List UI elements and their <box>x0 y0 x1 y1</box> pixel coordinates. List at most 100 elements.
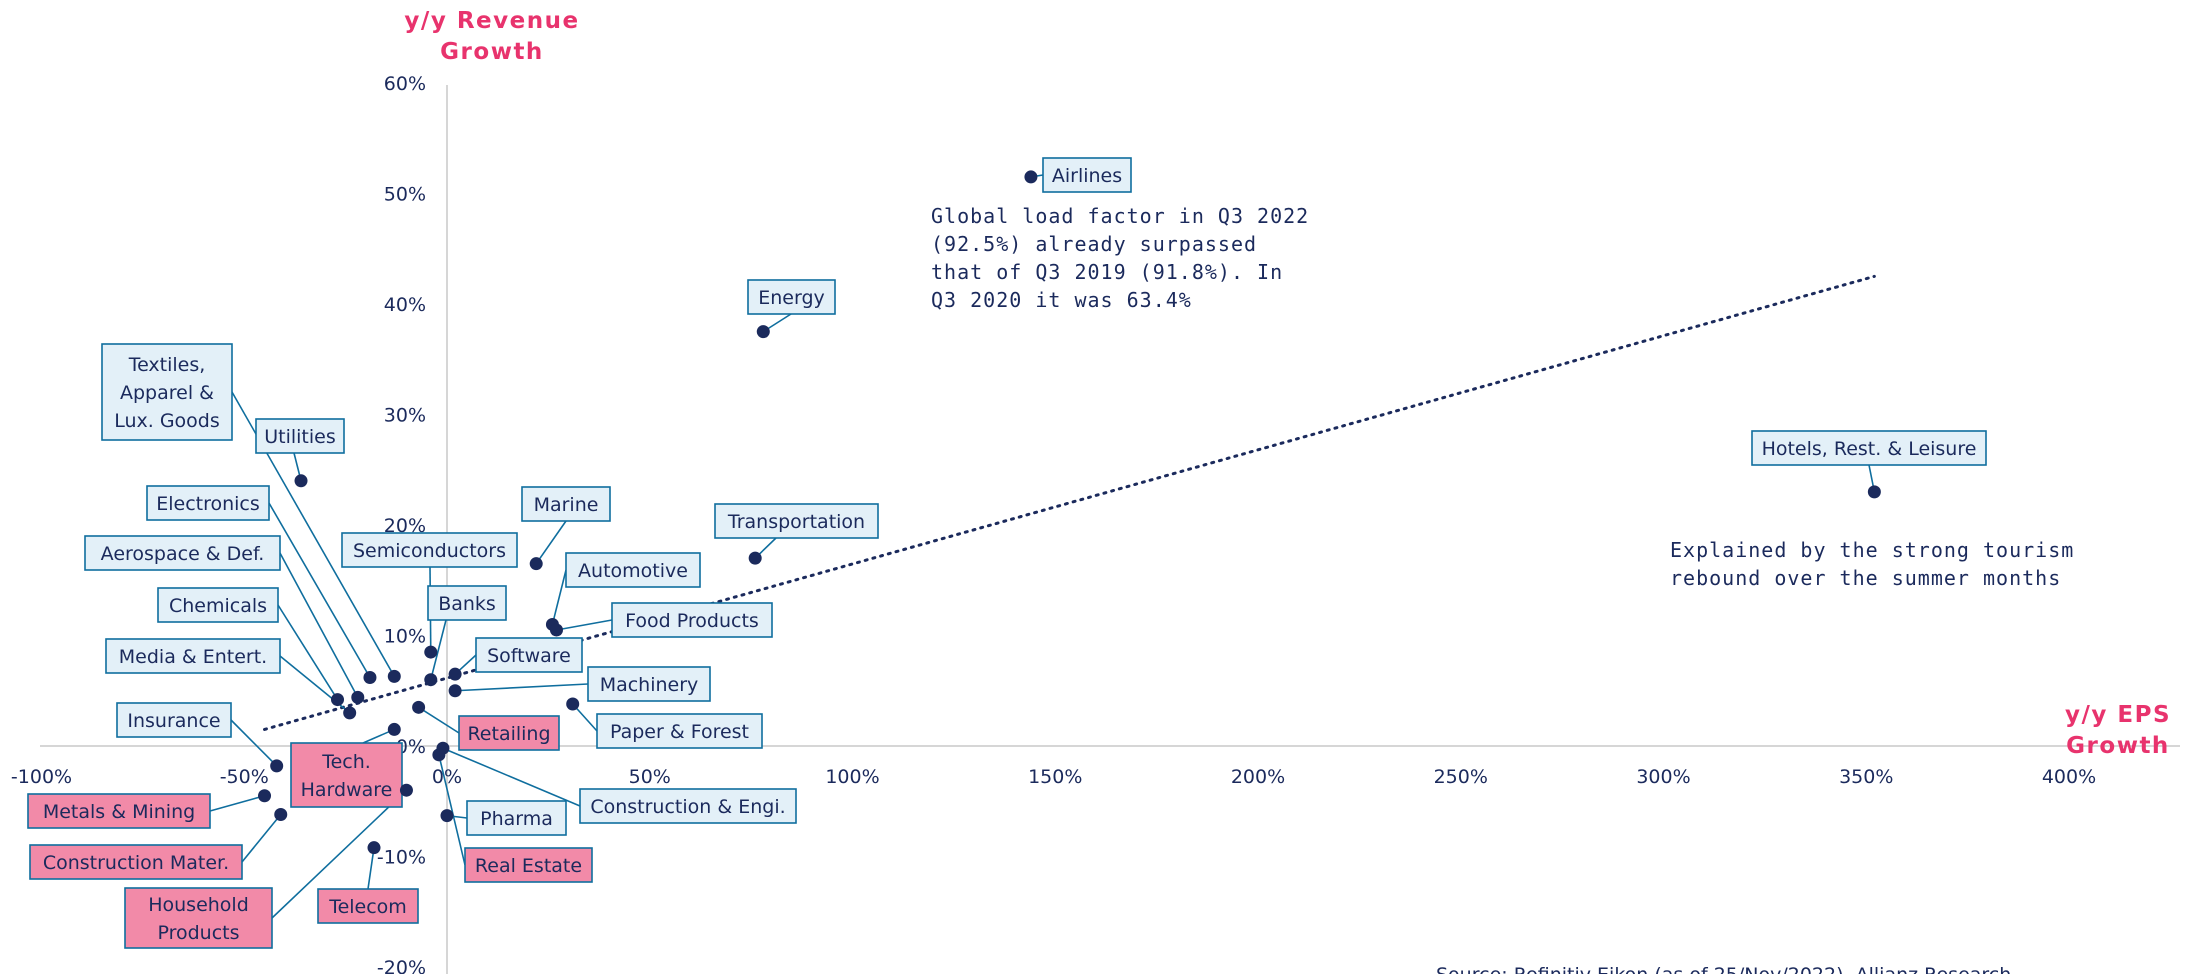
leader-line <box>277 604 339 701</box>
tick-labels: -100% -50% 0% 50% 100% 150% 200% 250% 300% 350% 40… <box>11 73 2096 974</box>
label-text: Telecom <box>328 896 407 918</box>
data-point-marker <box>387 669 401 683</box>
x-tick-label: 250% <box>1434 766 1488 788</box>
label-box <box>124 887 273 949</box>
y-axis-title-line2: Growth <box>440 39 544 65</box>
label-box <box>466 800 567 836</box>
label-text: Marine <box>534 494 599 516</box>
x-tick-label: 0% <box>432 766 462 788</box>
leader-line <box>367 847 375 890</box>
label-text: Electronics <box>156 493 260 515</box>
label-box <box>255 418 345 454</box>
point-labels: Airlines Energy Hotels, Rest. & Leisure Tex… <box>27 157 1987 949</box>
data-point-marker <box>448 684 462 698</box>
x-tick-label: -50% <box>220 766 269 788</box>
y-tick-label: 0% <box>396 736 426 758</box>
data-point-marker <box>270 759 284 773</box>
label-text: Chemicals <box>169 595 267 617</box>
data-point-marker <box>424 673 438 687</box>
leader-line <box>279 552 359 698</box>
label-text: Food Products <box>625 610 759 632</box>
annotations: Global load factor in Q3 2022 (92.5%) alr… <box>931 204 2074 590</box>
x-tick-label: 100% <box>825 766 879 788</box>
data-point-marker <box>549 623 563 637</box>
data-point-marker <box>294 474 308 488</box>
label-text: Construction & Engi. <box>590 796 785 818</box>
label-box <box>341 532 518 568</box>
leader-line <box>209 794 265 812</box>
label-text: Machinery <box>600 674 699 696</box>
label-text: Textiles, <box>128 354 206 376</box>
leader-line <box>268 502 371 678</box>
data-point-marker <box>258 789 272 803</box>
leader-line <box>241 814 282 863</box>
leader-line <box>535 520 567 565</box>
label-box <box>146 485 270 521</box>
y-tick-label: 10% <box>384 626 426 648</box>
annotation-line: rebound over the summer months <box>1670 566 2061 590</box>
label-text: Apparel & <box>120 382 214 404</box>
leader-line <box>551 569 567 625</box>
data-point-marker <box>424 645 438 659</box>
label-box <box>587 666 711 702</box>
data-point-marker <box>529 557 543 571</box>
data-point-marker <box>566 697 580 711</box>
data-point-marker <box>756 325 770 339</box>
label-text: Utilities <box>264 426 336 448</box>
x-axis-title-line2: Growth <box>2066 733 2170 759</box>
label-text: Insurance <box>127 710 220 732</box>
label-text: Lux. Goods <box>114 410 220 432</box>
data-point-marker <box>1024 170 1038 184</box>
label-box <box>427 585 507 621</box>
x-axis-title-line1: y/y EPS <box>2065 702 2171 728</box>
label-text: Household <box>148 894 249 916</box>
y-tick-label: 50% <box>384 184 426 206</box>
x-tick-label: 350% <box>1839 766 1893 788</box>
x-tick-label: 200% <box>1231 766 1285 788</box>
x-tick-label: 150% <box>1028 766 1082 788</box>
label-box <box>714 503 879 539</box>
label-text: Tech. <box>321 751 371 773</box>
y-tick-label: -20% <box>377 957 426 974</box>
data-point-marker <box>748 551 762 565</box>
label-box <box>747 279 836 315</box>
label-box <box>101 343 233 441</box>
leader-line <box>430 619 447 680</box>
label-text: Aerospace & Def. <box>101 543 265 565</box>
label-box <box>29 844 243 880</box>
annotation-line: Q3 2020 it was 63.4% <box>931 288 1192 312</box>
data-point-marker <box>363 670 377 684</box>
y-axis-title-line1: y/y Revenue <box>404 8 579 34</box>
label-text: Metals & Mining <box>43 801 195 823</box>
label-box <box>464 847 593 883</box>
data-point-marker <box>412 700 426 714</box>
label-text: Semiconductors <box>353 540 506 562</box>
label-box <box>596 713 763 749</box>
data-point-marker <box>432 748 446 762</box>
source-note: Source: Refinitiv Eikon (as of 25/Nov/20… <box>1436 964 2011 974</box>
label-text: Transportation <box>727 511 865 533</box>
x-tick-label: 400% <box>2042 766 2096 788</box>
leader-line <box>230 719 278 767</box>
data-point-marker <box>367 841 381 855</box>
y-tick-label: -10% <box>377 847 426 869</box>
data-point-marker <box>399 783 413 797</box>
label-text: Software <box>487 645 571 667</box>
leader-line <box>556 619 613 631</box>
label-box <box>290 742 403 808</box>
label-text: Real Estate <box>475 855 582 877</box>
label-text: Banks <box>438 593 496 615</box>
label-box <box>84 535 281 571</box>
label-text: Products <box>157 922 239 944</box>
data-points <box>258 170 1881 855</box>
annotation-line: Global load factor in Q3 2022 <box>931 204 1309 228</box>
label-box <box>458 715 560 751</box>
label-text: Paper & Forest <box>610 721 749 743</box>
data-point-marker <box>274 808 288 822</box>
data-point-marker <box>351 690 365 704</box>
label-box <box>579 788 797 824</box>
y-tick-label: 40% <box>384 294 426 316</box>
annotation-line: Explained by the strong tourism <box>1670 538 2074 562</box>
leader-line <box>438 754 466 866</box>
